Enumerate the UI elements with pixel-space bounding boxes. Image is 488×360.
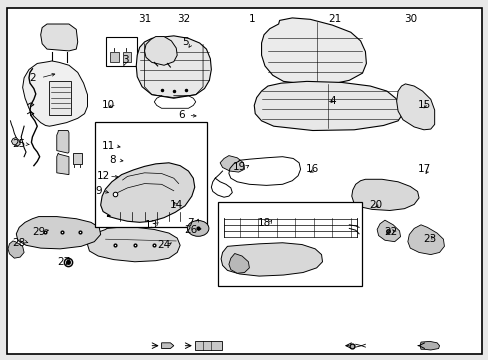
Polygon shape xyxy=(136,210,153,226)
Bar xyxy=(110,51,119,62)
Text: 2: 2 xyxy=(29,73,36,83)
Bar xyxy=(49,81,71,116)
Polygon shape xyxy=(161,343,173,348)
Polygon shape xyxy=(376,220,400,242)
Text: 3: 3 xyxy=(122,55,128,65)
Text: 27: 27 xyxy=(58,257,71,267)
Text: 6: 6 xyxy=(178,111,184,121)
Circle shape xyxy=(187,221,208,236)
Polygon shape xyxy=(16,217,101,249)
Text: 26: 26 xyxy=(184,225,197,235)
Text: 23: 23 xyxy=(422,234,435,244)
Bar xyxy=(122,51,131,62)
Text: 24: 24 xyxy=(157,239,170,249)
Bar xyxy=(105,37,137,66)
Polygon shape xyxy=(254,81,402,131)
Text: 10: 10 xyxy=(101,100,114,110)
Polygon shape xyxy=(144,37,177,65)
Polygon shape xyxy=(22,61,87,126)
Polygon shape xyxy=(221,243,322,276)
Polygon shape xyxy=(419,341,439,350)
Text: 12: 12 xyxy=(96,171,109,181)
Polygon shape xyxy=(11,138,20,146)
Text: 28: 28 xyxy=(13,238,26,248)
Polygon shape xyxy=(261,18,366,86)
Bar xyxy=(95,122,206,227)
Polygon shape xyxy=(57,153,69,175)
Text: 31: 31 xyxy=(138,14,151,24)
Text: 17: 17 xyxy=(417,164,430,174)
Polygon shape xyxy=(396,84,434,130)
Text: 15: 15 xyxy=(417,100,430,110)
Text: 13: 13 xyxy=(145,220,158,230)
Text: 19: 19 xyxy=(232,162,246,172)
Polygon shape xyxy=(57,131,69,153)
Text: 22: 22 xyxy=(384,227,397,237)
Text: 21: 21 xyxy=(327,14,341,24)
Bar xyxy=(217,202,361,286)
Polygon shape xyxy=(351,179,418,211)
Text: 11: 11 xyxy=(101,141,114,151)
Text: 29: 29 xyxy=(32,227,45,237)
Text: 30: 30 xyxy=(403,14,416,24)
Text: 25: 25 xyxy=(13,139,26,149)
Text: 18: 18 xyxy=(257,218,270,228)
Text: 9: 9 xyxy=(95,186,102,196)
Bar xyxy=(194,341,221,350)
Text: 1: 1 xyxy=(248,14,255,24)
Text: 14: 14 xyxy=(169,200,183,210)
Polygon shape xyxy=(407,225,444,255)
Text: 4: 4 xyxy=(328,96,335,106)
Polygon shape xyxy=(228,253,249,273)
Polygon shape xyxy=(41,24,78,51)
Text: 5: 5 xyxy=(183,37,189,47)
Bar xyxy=(73,153,81,164)
Text: 32: 32 xyxy=(177,14,190,24)
Text: 16: 16 xyxy=(305,164,319,174)
Polygon shape xyxy=(87,227,180,262)
Text: 7: 7 xyxy=(187,218,194,228)
Text: 8: 8 xyxy=(109,155,116,165)
Polygon shape xyxy=(101,163,194,222)
Polygon shape xyxy=(8,241,24,258)
Polygon shape xyxy=(136,36,211,98)
Polygon shape xyxy=(220,156,244,172)
Text: 20: 20 xyxy=(369,200,382,210)
